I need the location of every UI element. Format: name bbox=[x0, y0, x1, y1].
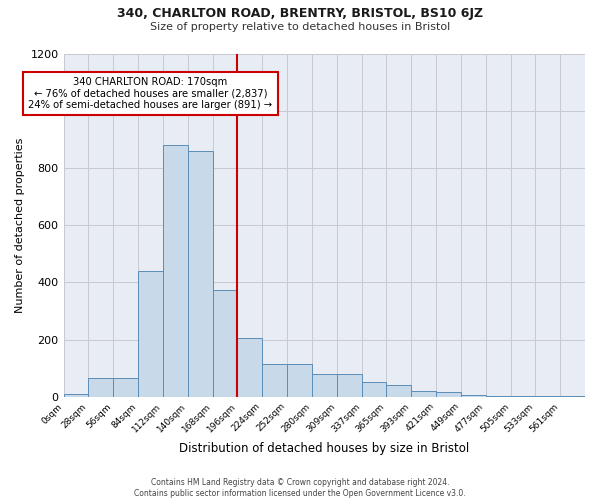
Bar bbox=[163, 146, 188, 396]
Bar bbox=[312, 374, 337, 396]
Bar bbox=[287, 364, 312, 396]
Bar bbox=[88, 378, 113, 396]
Bar bbox=[212, 290, 238, 397]
Bar bbox=[362, 382, 386, 396]
Bar bbox=[436, 392, 461, 396]
Bar bbox=[188, 151, 212, 396]
Text: 340, CHARLTON ROAD, BRENTRY, BRISTOL, BS10 6JZ: 340, CHARLTON ROAD, BRENTRY, BRISTOL, BS… bbox=[117, 8, 483, 20]
Bar bbox=[138, 271, 163, 396]
Text: 340 CHARLTON ROAD: 170sqm
← 76% of detached houses are smaller (2,837)
24% of se: 340 CHARLTON ROAD: 170sqm ← 76% of detac… bbox=[28, 77, 272, 110]
X-axis label: Distribution of detached houses by size in Bristol: Distribution of detached houses by size … bbox=[179, 442, 469, 455]
Bar bbox=[337, 374, 362, 396]
Bar bbox=[113, 378, 138, 396]
Y-axis label: Number of detached properties: Number of detached properties bbox=[15, 138, 25, 313]
Bar bbox=[386, 386, 411, 396]
Text: Contains HM Land Registry data © Crown copyright and database right 2024.
Contai: Contains HM Land Registry data © Crown c… bbox=[134, 478, 466, 498]
Text: Size of property relative to detached houses in Bristol: Size of property relative to detached ho… bbox=[150, 22, 450, 32]
Bar bbox=[411, 391, 436, 396]
Bar bbox=[238, 338, 262, 396]
Bar bbox=[262, 364, 287, 396]
Bar bbox=[64, 394, 88, 396]
